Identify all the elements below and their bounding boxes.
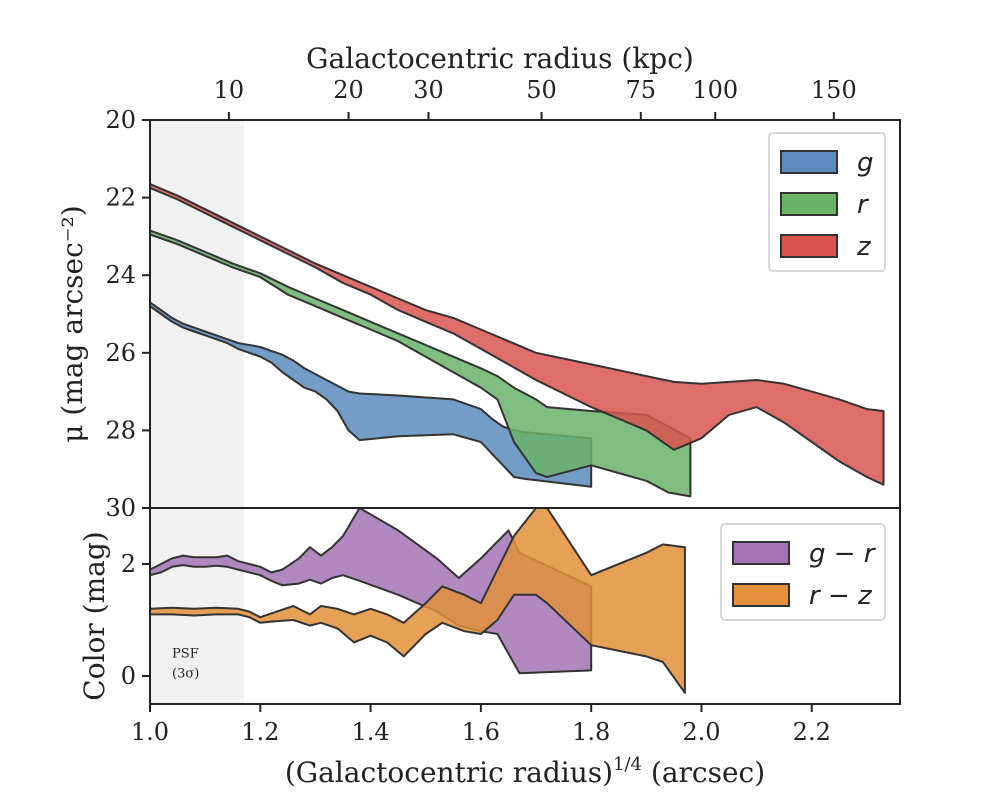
radius-x-label-unit: (arcsec) bbox=[642, 756, 765, 789]
color-legend-label: g − r bbox=[809, 539, 877, 569]
kpc-tick-label: 75 bbox=[626, 76, 657, 104]
surface-brightness-series bbox=[149, 183, 885, 498]
band-legend-label: z bbox=[856, 232, 872, 262]
x-tick-label: 2.2 bbox=[793, 718, 831, 746]
bottom-x-axis-ticks: 1.0 1.2 1.4 1.6 1.8 2.0 2.2 bbox=[131, 704, 831, 746]
x-tick-label: 1.8 bbox=[572, 718, 610, 746]
kpc-tick-label: 100 bbox=[692, 76, 738, 104]
x-tick-label: 1.6 bbox=[462, 718, 500, 746]
band-legend-label: g bbox=[857, 148, 874, 178]
color-y-label: Color (mag) bbox=[78, 531, 111, 700]
color-r-minus-z-band bbox=[150, 508, 686, 694]
top-kpc-axis-ticks: 10 20 30 50 75 100 150 bbox=[214, 76, 857, 120]
band-legend-swatch bbox=[780, 192, 838, 216]
band-legend-label: r bbox=[857, 190, 870, 220]
band-legend-swatch bbox=[780, 234, 838, 258]
band-r-band bbox=[149, 229, 692, 498]
color-series bbox=[150, 508, 686, 694]
y-tick-label: 22 bbox=[105, 184, 136, 212]
color-y-tick-label: 2 bbox=[121, 550, 136, 578]
kpc-tick-label: 10 bbox=[214, 76, 245, 104]
kpc-tick-label: 150 bbox=[811, 76, 857, 104]
psf-annotation: PSF bbox=[172, 647, 199, 662]
surface-brightness-panel: 20 22 24 26 28 30 10 20 30 50 75 100 150 μ (mag arc… bbox=[56, 42, 901, 522]
color-legend-swatch bbox=[732, 541, 790, 565]
kpc-tick-label: 30 bbox=[413, 76, 444, 104]
color-legend: g − r r − z bbox=[720, 523, 886, 621]
kpc-tick-label: 20 bbox=[333, 76, 364, 104]
psf-shaded-region-bottom bbox=[150, 508, 244, 704]
x-tick-label: 1.0 bbox=[131, 718, 169, 746]
band-legend-swatch bbox=[780, 150, 838, 174]
x-tick-label: 1.4 bbox=[352, 718, 390, 746]
x-tick-label: 2.0 bbox=[682, 718, 720, 746]
y-tick-label: 30 bbox=[105, 494, 136, 522]
radius-x-label-main: (Galactocentric radius) bbox=[285, 756, 613, 789]
color-legend-swatch bbox=[732, 583, 790, 607]
bottom-plot-frame bbox=[149, 507, 901, 705]
surface-brightness-y-label: μ (mag arcsec⁻²) bbox=[56, 205, 89, 442]
band-g-band bbox=[149, 301, 593, 488]
band-legend: grz bbox=[768, 132, 886, 272]
y-tick-label: 20 bbox=[105, 106, 136, 134]
color-panel: 02 1.0 1.2 1.4 1.6 1.8 2.0 2.2 Color (mag) (Ga… bbox=[78, 507, 901, 789]
y-tick-label: 24 bbox=[105, 261, 136, 289]
y-tick-label: 26 bbox=[105, 339, 136, 367]
y-tick-label: 28 bbox=[105, 416, 136, 444]
bottom-y-axis-ticks: 02 bbox=[121, 550, 150, 690]
kpc-tick-label: 50 bbox=[526, 76, 557, 104]
top-y-axis-ticks: 20 22 24 26 28 30 bbox=[105, 106, 150, 522]
psf-annotation-sigma: (3σ) bbox=[172, 667, 199, 682]
color-legend-label: r − z bbox=[809, 581, 873, 611]
band-z-band bbox=[149, 183, 885, 486]
color-y-tick-label: 0 bbox=[121, 662, 136, 690]
radius-x-label: (Galactocentric radius)1/4 (arcsec) bbox=[285, 754, 765, 789]
x-tick-label: 1.2 bbox=[241, 718, 279, 746]
kpc-axis-label: Galactocentric radius (kpc) bbox=[306, 42, 694, 75]
radius-x-label-exponent: 1/4 bbox=[613, 754, 642, 775]
